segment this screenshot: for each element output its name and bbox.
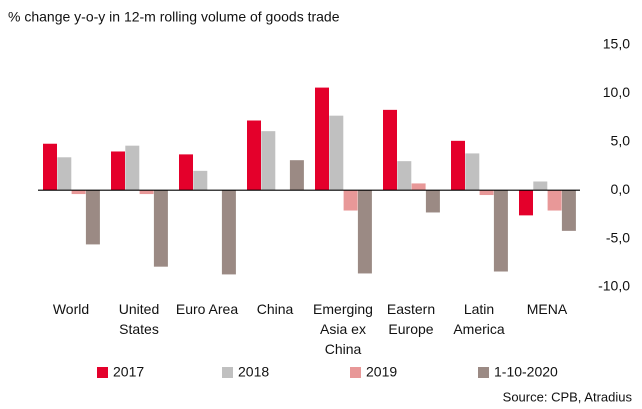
y-tick-label: 5,0	[611, 133, 631, 149]
y-tick-label: -10,0	[598, 278, 630, 294]
bar	[533, 181, 548, 191]
bar	[343, 190, 358, 211]
bar	[383, 109, 397, 191]
legend-label: 2018	[238, 364, 269, 380]
legend-swatch	[350, 367, 361, 378]
bar	[85, 190, 100, 245]
bar	[493, 190, 508, 272]
x-tick-label: Eastern Europe	[387, 301, 435, 337]
source: Source: CPB, Atradius	[503, 389, 633, 404]
chart-title: % change y-o-y in 12-m rolling volume of…	[8, 9, 340, 25]
x-tick-label: Euro Area	[176, 301, 238, 317]
bar	[519, 190, 533, 216]
x-tick-label: United States	[119, 301, 159, 337]
bar	[125, 145, 140, 191]
bar	[561, 190, 576, 231]
bar	[193, 170, 208, 191]
bar	[43, 143, 57, 191]
bar	[111, 151, 125, 191]
bar	[451, 140, 465, 191]
bar	[357, 190, 372, 274]
x-tick-label: MENA	[527, 301, 568, 317]
legend-label: 2019	[366, 364, 397, 380]
legend-swatch	[97, 367, 108, 378]
bar	[247, 120, 261, 191]
bar	[179, 154, 193, 191]
bar	[57, 157, 72, 191]
x-tick-label: China	[257, 301, 294, 317]
bar	[425, 190, 440, 213]
bar	[71, 190, 86, 195]
bar	[329, 115, 344, 191]
legend-swatch	[222, 367, 233, 378]
bar	[315, 87, 329, 191]
legend-label: 1-10-2020	[494, 364, 558, 380]
y-tick-label: -5,0	[606, 229, 630, 245]
bar	[465, 153, 480, 191]
y-tick-label: 10,0	[603, 84, 630, 100]
bar	[547, 190, 562, 211]
legend-label: 2017	[113, 364, 144, 380]
y-tick-label: 15,0	[603, 36, 630, 52]
bar	[153, 190, 168, 267]
x-tick-label: Emerging Asia ex China	[313, 301, 373, 357]
bar	[261, 131, 276, 191]
bar	[289, 160, 304, 191]
bar	[221, 190, 236, 275]
y-tick-label: 0,0	[611, 181, 631, 197]
legend-swatch	[478, 367, 489, 378]
bar	[411, 183, 426, 191]
x-tick-label: World	[53, 301, 89, 317]
bar	[479, 190, 494, 196]
bar	[397, 161, 412, 191]
bar	[139, 190, 154, 195]
x-tick-label: Latin America	[453, 301, 505, 337]
